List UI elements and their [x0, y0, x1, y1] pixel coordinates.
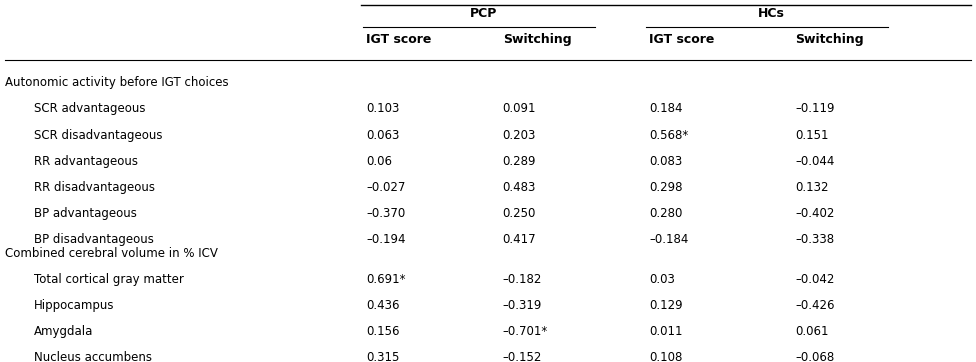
Text: 0.568*: 0.568* — [649, 129, 688, 142]
Text: 0.417: 0.417 — [503, 233, 536, 246]
Text: Combined cerebral volume in % ICV: Combined cerebral volume in % ICV — [5, 247, 218, 260]
Text: RR disadvantageous: RR disadvantageous — [34, 181, 155, 194]
Text: –0.119: –0.119 — [795, 102, 834, 115]
Text: –0.152: –0.152 — [503, 352, 542, 362]
Text: 0.250: 0.250 — [503, 207, 536, 220]
Text: 0.132: 0.132 — [795, 181, 829, 194]
Text: 0.280: 0.280 — [649, 207, 682, 220]
Text: –0.068: –0.068 — [795, 352, 834, 362]
Text: IGT score: IGT score — [649, 33, 714, 46]
Text: 0.091: 0.091 — [503, 102, 536, 115]
Text: SCR disadvantageous: SCR disadvantageous — [34, 129, 163, 142]
Text: –0.044: –0.044 — [795, 155, 834, 168]
Text: 0.129: 0.129 — [649, 299, 682, 312]
Text: Nucleus accumbens: Nucleus accumbens — [34, 352, 152, 362]
Text: 0.151: 0.151 — [795, 129, 829, 142]
Text: 0.03: 0.03 — [649, 273, 675, 286]
Text: IGT score: IGT score — [366, 33, 431, 46]
Text: –0.370: –0.370 — [366, 207, 405, 220]
Text: –0.182: –0.182 — [503, 273, 542, 286]
Text: Switching: Switching — [795, 33, 864, 46]
Text: 0.063: 0.063 — [366, 129, 399, 142]
Text: HCs: HCs — [757, 7, 785, 20]
Text: –0.402: –0.402 — [795, 207, 834, 220]
Text: 0.156: 0.156 — [366, 325, 399, 338]
Text: BP disadvantageous: BP disadvantageous — [34, 233, 154, 246]
Text: –0.319: –0.319 — [503, 299, 542, 312]
Text: BP advantageous: BP advantageous — [34, 207, 137, 220]
Text: –0.701*: –0.701* — [503, 325, 548, 338]
Text: 0.298: 0.298 — [649, 181, 682, 194]
Text: –0.194: –0.194 — [366, 233, 405, 246]
Text: 0.108: 0.108 — [649, 352, 682, 362]
Text: 0.315: 0.315 — [366, 352, 399, 362]
Text: 0.011: 0.011 — [649, 325, 682, 338]
Text: –0.027: –0.027 — [366, 181, 405, 194]
Text: 0.083: 0.083 — [649, 155, 682, 168]
Text: Autonomic activity before IGT choices: Autonomic activity before IGT choices — [5, 76, 228, 89]
Text: SCR advantageous: SCR advantageous — [34, 102, 145, 115]
Text: 0.06: 0.06 — [366, 155, 392, 168]
Text: Total cortical gray matter: Total cortical gray matter — [34, 273, 184, 286]
Text: PCP: PCP — [469, 7, 497, 20]
Text: 0.184: 0.184 — [649, 102, 682, 115]
Text: –0.338: –0.338 — [795, 233, 834, 246]
Text: 0.061: 0.061 — [795, 325, 829, 338]
Text: –0.042: –0.042 — [795, 273, 834, 286]
Text: Hippocampus: Hippocampus — [34, 299, 114, 312]
Text: Amygdala: Amygdala — [34, 325, 94, 338]
Text: 0.691*: 0.691* — [366, 273, 405, 286]
Text: 0.436: 0.436 — [366, 299, 399, 312]
Text: RR advantageous: RR advantageous — [34, 155, 139, 168]
Text: 0.483: 0.483 — [503, 181, 536, 194]
Text: 0.103: 0.103 — [366, 102, 399, 115]
Text: –0.184: –0.184 — [649, 233, 688, 246]
Text: –0.426: –0.426 — [795, 299, 834, 312]
Text: 0.289: 0.289 — [503, 155, 536, 168]
Text: Switching: Switching — [503, 33, 571, 46]
Text: 0.203: 0.203 — [503, 129, 536, 142]
